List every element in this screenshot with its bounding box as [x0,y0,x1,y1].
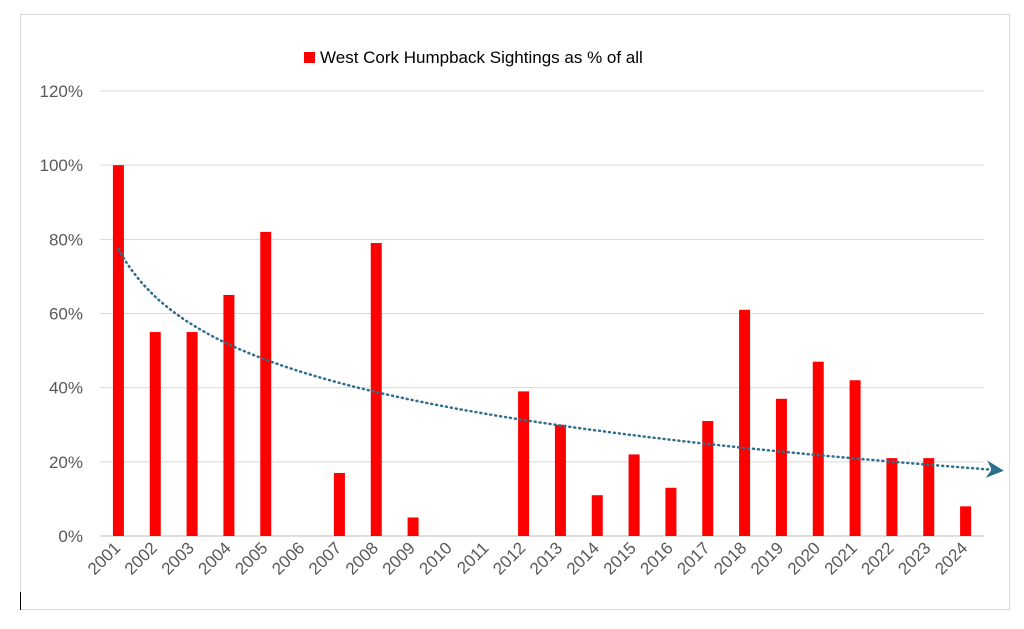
bar-2001 [112,165,124,536]
bar-2009 [407,517,419,536]
y-tick-label: 40% [49,379,83,398]
x-tick-label: 2003 [158,538,198,578]
x-tick-label: 2012 [489,538,529,578]
x-tick-label: 2013 [526,538,566,578]
x-tick-label: 2001 [84,538,124,578]
x-tick-label: 2008 [342,538,382,578]
bar-2013 [554,424,566,536]
x-tick-label: 2009 [379,538,419,578]
bar-2017 [702,421,714,536]
y-tick-label: 120% [40,82,83,101]
x-tick-label: 2007 [305,538,345,578]
x-tick-label: 2016 [637,538,677,578]
bar-2023 [923,458,935,536]
bar-2019 [775,398,787,536]
y-tick-label: 100% [40,156,83,175]
bar-2005 [260,231,272,536]
bar-2014 [591,495,603,536]
x-tick-label: 2004 [195,538,235,578]
x-tick-label: 2014 [563,538,603,578]
y-tick-label: 80% [49,230,83,249]
bar-2015 [628,454,640,536]
chart-frame [20,14,1010,610]
x-tick-label: 2010 [416,538,456,578]
bar-2024 [960,506,972,536]
x-tick-label: 2019 [747,538,787,578]
x-tick-label: 2022 [858,538,898,578]
legend-swatch [304,52,315,63]
bar-2012 [518,391,530,536]
bar-2003 [186,332,198,536]
x-tick-label: 2018 [710,538,750,578]
bar-2007 [333,472,345,536]
bar-2020 [812,361,824,536]
x-tick-label: 2023 [894,538,934,578]
bar-2004 [223,294,235,536]
x-tick-label: 2024 [931,538,971,578]
x-tick-label: 2002 [121,538,161,578]
x-tick-label: 2011 [453,538,492,577]
x-tick-label: 2006 [268,538,308,578]
bar-2018 [739,309,751,536]
bar-2021 [849,380,861,536]
bar-2022 [886,458,898,536]
y-tick-label: 60% [49,305,83,324]
x-tick-label: 2005 [231,538,271,578]
x-tick-label: 2021 [821,538,861,578]
x-tick-label: 2020 [784,538,824,578]
y-tick-label: 20% [49,453,83,472]
bar-2016 [665,487,677,536]
bar-2008 [370,243,382,536]
frame-edge-mark [20,592,21,610]
y-tick-label: 0% [58,527,83,546]
x-tick-label: 2017 [673,538,713,578]
legend: West Cork Humpback Sightings as % of all [304,48,643,67]
legend-label: West Cork Humpback Sightings as % of all [320,48,643,67]
x-tick-label: 2015 [600,538,640,578]
bar-2002 [149,332,161,536]
